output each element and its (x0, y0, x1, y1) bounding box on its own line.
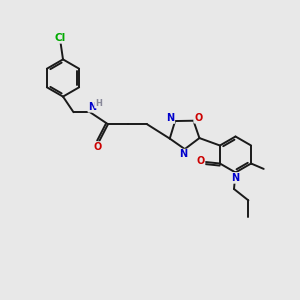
Text: H: H (95, 99, 102, 108)
Text: O: O (93, 142, 102, 152)
Text: N: N (88, 102, 97, 112)
Text: N: N (166, 113, 174, 123)
Text: O: O (196, 156, 205, 166)
Text: N: N (179, 149, 188, 160)
Text: N: N (231, 173, 240, 183)
Text: Cl: Cl (55, 33, 66, 43)
Text: O: O (194, 113, 202, 123)
